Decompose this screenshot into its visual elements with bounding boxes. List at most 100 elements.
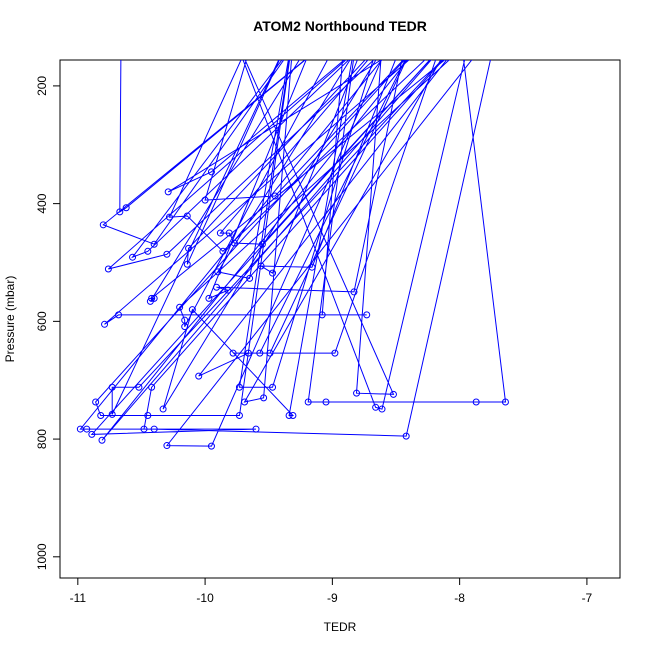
data-point bbox=[144, 412, 152, 420]
x-tick-label: -10 bbox=[196, 591, 214, 605]
data-point bbox=[472, 398, 480, 406]
data-point bbox=[230, 239, 238, 247]
data-point bbox=[116, 208, 124, 216]
data-point bbox=[165, 213, 173, 221]
data-point bbox=[188, 306, 196, 314]
data-point bbox=[195, 372, 203, 380]
data-point bbox=[183, 260, 191, 268]
data-point bbox=[431, 24, 437, 30]
data-point bbox=[146, 297, 154, 305]
data-point bbox=[97, 412, 105, 420]
data-point bbox=[159, 405, 167, 413]
y-axis-label: Pressure (mbar) bbox=[3, 276, 17, 363]
data-point bbox=[258, 240, 266, 248]
data-point bbox=[244, 349, 252, 357]
data-point bbox=[308, 263, 316, 271]
data-point bbox=[246, 274, 254, 282]
data-point bbox=[353, 389, 361, 397]
data-point bbox=[289, 412, 297, 420]
data-point bbox=[378, 405, 386, 413]
data-point bbox=[118, 24, 124, 30]
data-point bbox=[495, 24, 501, 30]
data-point bbox=[135, 383, 143, 391]
data-point bbox=[235, 412, 243, 420]
y-tick-label: 200 bbox=[35, 76, 49, 96]
y-tick-label: 400 bbox=[35, 193, 49, 213]
data-point bbox=[469, 24, 475, 30]
x-tick-label: -9 bbox=[327, 591, 338, 605]
data-point bbox=[183, 212, 191, 220]
data-point bbox=[257, 262, 265, 270]
data-point bbox=[269, 269, 277, 277]
x-axis-label: TEDR bbox=[324, 620, 357, 634]
data-point bbox=[150, 240, 158, 248]
data-point bbox=[207, 442, 215, 450]
data-point bbox=[140, 425, 148, 433]
data-point bbox=[228, 24, 234, 30]
data-point bbox=[98, 436, 106, 444]
data-point bbox=[99, 221, 107, 229]
data-point bbox=[176, 303, 184, 311]
data-point bbox=[304, 398, 312, 406]
data-point bbox=[322, 398, 330, 406]
data-point bbox=[201, 196, 209, 204]
data-point bbox=[229, 349, 237, 357]
data-point bbox=[241, 398, 249, 406]
data-point bbox=[235, 383, 243, 391]
data-point bbox=[108, 383, 116, 391]
data-point bbox=[482, 24, 488, 30]
data-point bbox=[92, 398, 100, 406]
data-point bbox=[469, 24, 475, 30]
data-point bbox=[214, 268, 222, 276]
data-point bbox=[350, 288, 358, 296]
data-point bbox=[285, 412, 293, 420]
data-point bbox=[104, 265, 112, 273]
data-point bbox=[501, 398, 509, 406]
plot-frame bbox=[59, 59, 621, 579]
data-point bbox=[269, 383, 277, 391]
data-point bbox=[185, 244, 193, 252]
data-point bbox=[331, 349, 339, 357]
data-point bbox=[389, 390, 397, 398]
data-point bbox=[318, 311, 326, 319]
data-point bbox=[224, 286, 232, 294]
data-point bbox=[266, 349, 274, 357]
data-point bbox=[181, 316, 189, 324]
data-point bbox=[101, 320, 109, 328]
data-point bbox=[148, 383, 156, 391]
data-point bbox=[457, 24, 463, 30]
y-tick-label: 800 bbox=[35, 429, 49, 449]
data-point bbox=[252, 425, 260, 433]
data-point bbox=[256, 349, 264, 357]
data-point bbox=[457, 24, 463, 30]
data-point bbox=[260, 394, 268, 402]
data-point bbox=[88, 430, 96, 438]
data-point bbox=[207, 168, 215, 176]
data-point bbox=[122, 204, 130, 212]
data-point bbox=[402, 432, 410, 440]
data-point bbox=[108, 410, 116, 418]
x-tick-label: -11 bbox=[70, 591, 87, 605]
data-line bbox=[79, 60, 507, 447]
data-point bbox=[225, 229, 233, 237]
data-point bbox=[213, 283, 221, 291]
plot-area bbox=[76, 24, 509, 450]
data-point bbox=[163, 442, 171, 450]
data-point bbox=[219, 247, 227, 255]
chart-title: ATOM2 Northbound TEDR bbox=[253, 18, 427, 34]
data-point bbox=[83, 425, 91, 433]
data-point bbox=[163, 250, 171, 258]
data-point bbox=[150, 425, 158, 433]
data-point bbox=[431, 24, 437, 30]
data-point bbox=[271, 192, 279, 200]
data-point bbox=[372, 403, 380, 411]
data-point bbox=[457, 24, 463, 30]
data-point bbox=[129, 253, 137, 261]
y-tick-label: 600 bbox=[35, 311, 49, 331]
data-point bbox=[144, 247, 152, 255]
data-point bbox=[115, 311, 123, 319]
data-point bbox=[444, 24, 450, 30]
data-point bbox=[216, 229, 224, 237]
data-point bbox=[205, 294, 213, 302]
